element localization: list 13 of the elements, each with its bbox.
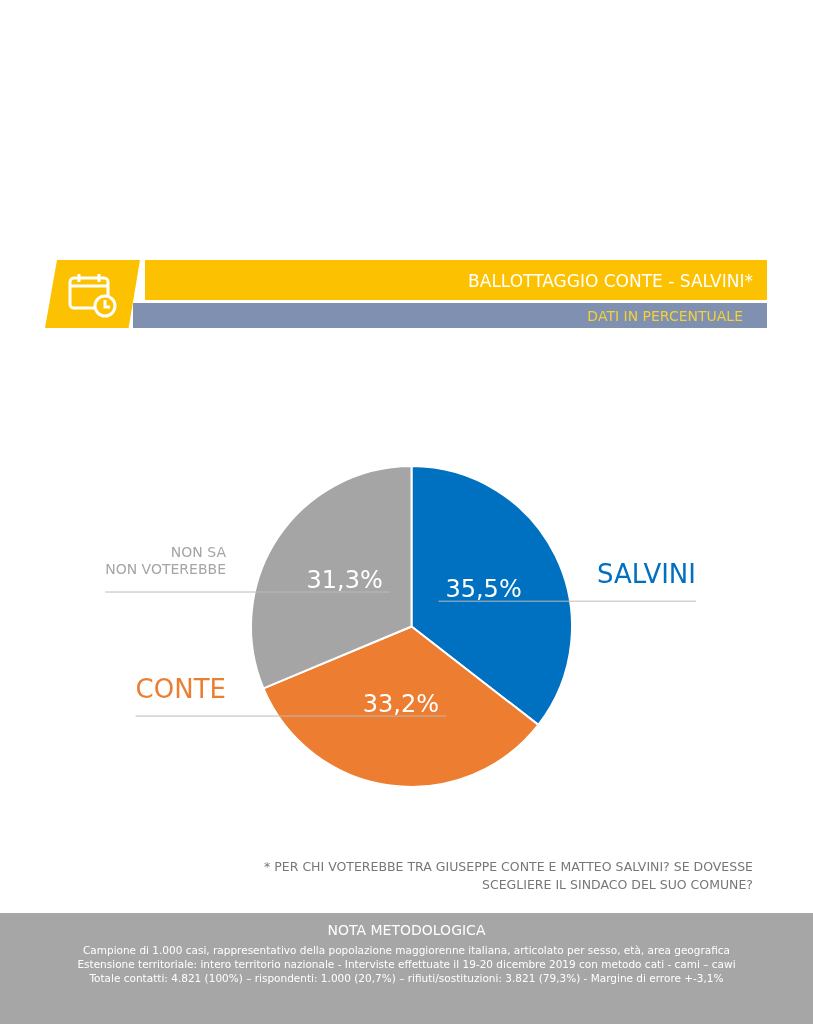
text: Campione di 1.000 casi, rappresentativo della popolazione maggiorenne italiana, articolato per sesso, età, area geografica: [82, 944, 731, 956]
chart-title: BALLOTTAGGIO CONTE - SALVINI*: [145, 260, 767, 300]
slice-label: NON SA NON VOTEREBBE: [105, 544, 227, 578]
text: * PER CHI VOTEREBBE TRA GIUSEPPE CONTE E MATTEO SALVINI? SE DOVESSE SCEGLIERE IL SINDACO DEL SUO COMUNE?: [263, 858, 753, 894]
text: Estensione territoriale: intero territorio nazionale - Interviste effettuate il 19-20 dicembre 2019 con metodo cati - cami – cawi: [77, 958, 736, 970]
data-label: 31,3%: [306, 566, 383, 595]
chart-subtitle: DATI IN PERCENTUALE: [133, 303, 767, 328]
data-label: 35,5%: [445, 575, 522, 604]
text: Totale contatti: 4.821 (100%) – rispondenti: 1.000 (20,7%) – rifiuti/sostituzioni: 3.821 (79,3%) - Margine di errore +-3,1%: [89, 972, 724, 984]
data-label: 33,2%: [362, 690, 440, 719]
text: NOTA METODOLOGICA: [326, 921, 487, 940]
slice-label: SALVINI: [597, 559, 696, 590]
slice-label: CONTE: [135, 674, 226, 705]
